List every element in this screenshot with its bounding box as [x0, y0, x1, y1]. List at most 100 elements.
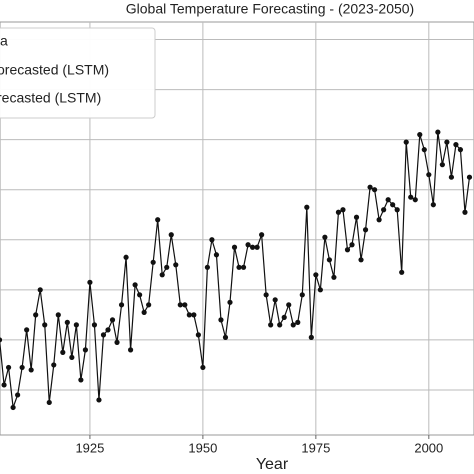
point	[82, 347, 89, 353]
point	[87, 279, 93, 285]
x-axis-label: Year	[256, 456, 289, 473]
point	[390, 202, 396, 208]
point	[444, 139, 450, 145]
point	[123, 254, 129, 260]
point	[381, 207, 387, 213]
point	[5, 364, 12, 371]
point	[394, 207, 400, 213]
point	[15, 392, 21, 398]
point	[322, 234, 328, 240]
point	[209, 237, 215, 243]
point	[268, 322, 274, 328]
point	[362, 227, 369, 233]
point	[46, 399, 52, 406]
point	[222, 334, 229, 340]
point	[159, 272, 165, 278]
point	[313, 272, 319, 278]
point	[69, 354, 75, 361]
x-tick-label: 2000	[414, 440, 443, 455]
point	[466, 174, 473, 180]
point	[28, 367, 34, 373]
legend-label: a	[0, 33, 8, 49]
point	[168, 232, 174, 238]
point	[457, 147, 464, 153]
point	[213, 252, 220, 258]
point	[164, 264, 170, 270]
point	[137, 292, 143, 298]
point	[91, 322, 98, 328]
point	[344, 247, 351, 253]
point	[385, 197, 391, 203]
legend-label: recasted (LSTM)	[0, 90, 101, 106]
point	[0, 337, 3, 343]
point	[281, 314, 287, 320]
point	[435, 129, 441, 135]
point	[254, 244, 260, 250]
point	[439, 162, 445, 168]
point	[259, 232, 265, 238]
point	[236, 264, 242, 270]
point	[462, 209, 468, 215]
x-tick-label: 1950	[188, 440, 217, 455]
point	[399, 269, 405, 275]
point	[408, 194, 414, 200]
point	[371, 187, 378, 193]
point	[173, 262, 179, 268]
point	[326, 257, 333, 263]
point	[376, 217, 382, 223]
point	[195, 332, 201, 338]
point	[245, 242, 251, 248]
point	[231, 244, 238, 250]
point	[33, 312, 39, 318]
point	[367, 184, 373, 190]
point	[308, 334, 314, 340]
point	[304, 204, 310, 210]
point	[1, 382, 7, 388]
x-tick-label: 1975	[301, 440, 330, 455]
point	[290, 322, 296, 328]
point	[272, 297, 278, 303]
point	[277, 322, 283, 328]
point	[191, 312, 197, 318]
x-tick-label: 1925	[75, 440, 104, 455]
point	[331, 274, 337, 280]
point	[132, 282, 138, 288]
point	[430, 202, 436, 208]
point	[37, 287, 43, 293]
point	[403, 139, 409, 145]
point	[127, 347, 134, 353]
point	[118, 302, 125, 308]
point	[105, 327, 111, 333]
point	[358, 257, 364, 263]
point	[114, 339, 120, 345]
point	[286, 302, 292, 308]
point	[448, 174, 455, 180]
point	[349, 242, 355, 248]
point	[182, 302, 188, 308]
point	[150, 259, 156, 265]
legend-box	[0, 27, 156, 119]
point	[353, 214, 360, 220]
point	[19, 364, 25, 371]
point	[100, 332, 107, 338]
point	[60, 349, 66, 355]
point	[24, 327, 30, 333]
point	[51, 362, 57, 368]
point	[177, 302, 183, 308]
point	[55, 312, 61, 318]
legend-label: orecasted (LSTM)	[0, 62, 109, 78]
point	[146, 302, 152, 308]
point	[421, 147, 427, 153]
point	[109, 317, 116, 323]
point	[204, 264, 211, 270]
point	[412, 197, 418, 203]
point	[96, 397, 102, 403]
chart-title: Global Temperature Forecasting - (2023-2…	[126, 1, 414, 17]
point	[249, 244, 256, 250]
point	[141, 309, 147, 315]
point	[240, 264, 247, 270]
point	[73, 322, 79, 328]
point	[10, 404, 16, 411]
point	[426, 172, 432, 178]
